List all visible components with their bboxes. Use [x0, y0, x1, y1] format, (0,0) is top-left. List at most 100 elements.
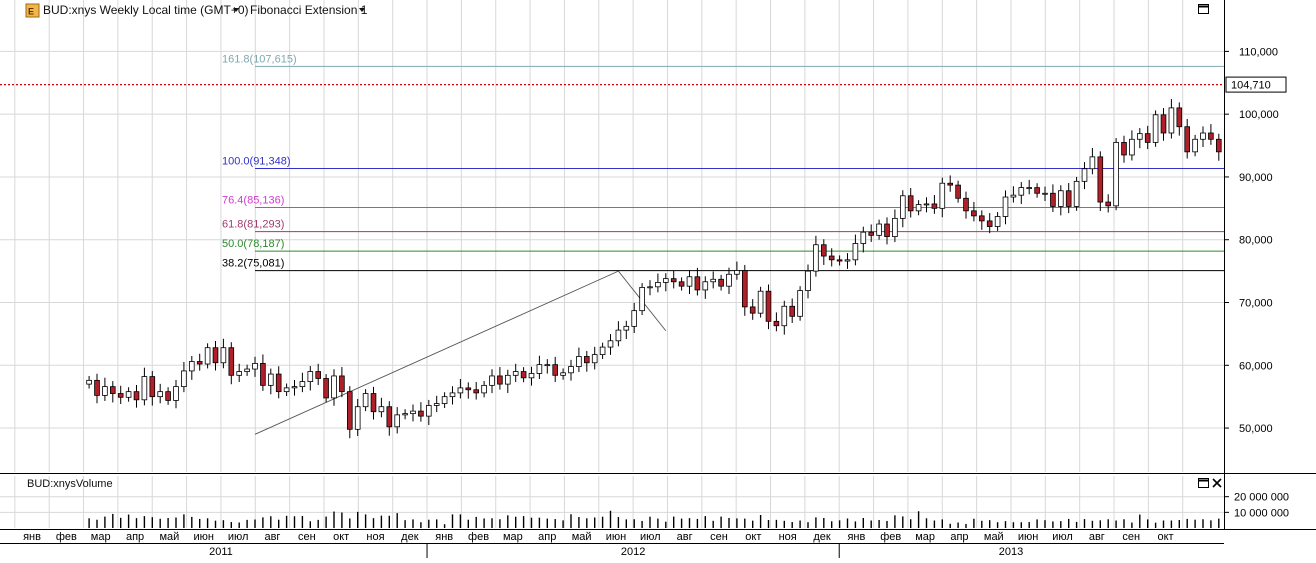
candle	[410, 404, 416, 422]
candle-body	[212, 347, 219, 364]
candle	[781, 300, 788, 335]
candle	[805, 264, 811, 299]
candle	[204, 343, 211, 369]
candle-body	[876, 223, 882, 236]
candle-body	[852, 243, 859, 261]
indicator-title[interactable]: Fibonacci Extension 1	[250, 3, 368, 17]
candle-body	[465, 387, 472, 391]
candle	[678, 277, 685, 291]
candle	[181, 362, 187, 393]
candle	[576, 347, 582, 373]
candle-body	[291, 386, 298, 389]
candle-body	[165, 391, 171, 401]
candle	[1073, 176, 1080, 211]
candle-body	[1129, 138, 1135, 156]
candle-body	[1121, 142, 1127, 156]
candle	[734, 261, 740, 280]
candle	[1152, 110, 1159, 147]
close-volume-panel-icon[interactable]	[1212, 478, 1222, 488]
candle-body	[821, 244, 827, 257]
candle-body	[971, 210, 977, 217]
candle	[370, 386, 377, 420]
candle	[425, 399, 432, 426]
candle-body	[141, 376, 148, 401]
candle-body	[283, 387, 290, 393]
maximize-main-panel-icon[interactable]	[1198, 4, 1209, 14]
candle	[402, 409, 408, 420]
price-axis-tick-label: 70,000	[1239, 298, 1273, 310]
price-axis-tick-label: 90,000	[1239, 172, 1273, 184]
candle-body	[267, 373, 274, 386]
month-label: июл	[640, 531, 661, 543]
fib-level-label: 50.0(78,187)	[222, 238, 284, 250]
price-axis-tick-label: 80,000	[1239, 235, 1273, 247]
candle-body	[907, 195, 914, 212]
price-axis-tick-label: 60,000	[1239, 360, 1273, 372]
candle-body	[884, 223, 890, 237]
candle	[110, 381, 116, 403]
candle	[860, 226, 867, 253]
candle-body	[307, 371, 314, 382]
candle	[504, 369, 511, 394]
fibonacci-extension[interactable]: 161.8(107,615) 100.0(91,348) 76.4(85,136) 6…	[222, 53, 1224, 435]
candle-body	[457, 387, 464, 394]
symbol-title[interactable]: BUD:xnys Weekly Local time (GMT+0)	[43, 3, 249, 17]
candle	[125, 387, 132, 402]
candle-body	[1050, 192, 1056, 207]
candle	[560, 368, 566, 380]
candle	[1160, 108, 1167, 141]
month-label: июл	[228, 531, 249, 543]
candle	[346, 386, 353, 439]
candle-body	[1200, 132, 1206, 140]
candle-body	[939, 182, 946, 209]
candle-body	[339, 375, 345, 393]
candle-body	[1144, 133, 1151, 143]
candle-body	[1089, 156, 1096, 170]
candle-body	[599, 346, 606, 356]
price-axis[interactable]: 50,000 60,000 70,000 80,000 90,000 100,000 110…	[1224, 46, 1279, 435]
candle-body	[670, 278, 677, 283]
candle	[963, 191, 969, 219]
price-axis-tick-label: 50,000	[1239, 423, 1273, 435]
candle-body	[1152, 114, 1159, 143]
candle	[900, 190, 906, 228]
candle-body	[331, 375, 337, 399]
indicator-dropdown-icon[interactable]	[359, 8, 365, 12]
symbol-icon[interactable]	[25, 3, 40, 18]
symbol-dropdown-icon[interactable]	[233, 8, 239, 12]
candle-body	[923, 203, 930, 206]
candle	[418, 402, 424, 422]
candle	[528, 366, 535, 386]
candle	[441, 392, 448, 408]
maximize-volume-panel-icon[interactable]	[1198, 478, 1209, 488]
candle-body	[607, 340, 614, 348]
month-label: июн	[606, 531, 626, 543]
candle	[323, 374, 329, 403]
candle-body	[181, 370, 187, 388]
candle-body	[702, 281, 709, 291]
candle-body	[781, 305, 788, 327]
candle-body	[623, 325, 630, 331]
candle	[489, 369, 495, 394]
month-label: янв	[847, 531, 865, 543]
month-label: янв	[435, 531, 453, 543]
candle-body	[275, 373, 282, 393]
candle-body	[260, 362, 266, 386]
candle	[536, 355, 543, 379]
candle-body	[299, 381, 306, 388]
candle-body	[1113, 142, 1119, 207]
fib-trend-line[interactable]	[254, 270, 619, 435]
candle	[465, 382, 472, 399]
volume-axis-tick-label: 20 000 000	[1234, 492, 1289, 504]
candle	[165, 387, 171, 405]
candle	[986, 213, 993, 234]
candle	[813, 235, 819, 277]
candle	[386, 401, 393, 436]
month-label: июн	[1018, 531, 1038, 543]
candle	[283, 383, 290, 397]
time-axis[interactable]: янв фев мар апр май июн июл авг сен окт ноя дек янв ф…	[23, 531, 1174, 558]
candle	[1058, 185, 1064, 216]
candle-body	[149, 376, 156, 398]
candle-body	[473, 389, 479, 394]
volume-axis[interactable]: 10 000 000 20 000 000	[1224, 492, 1289, 520]
